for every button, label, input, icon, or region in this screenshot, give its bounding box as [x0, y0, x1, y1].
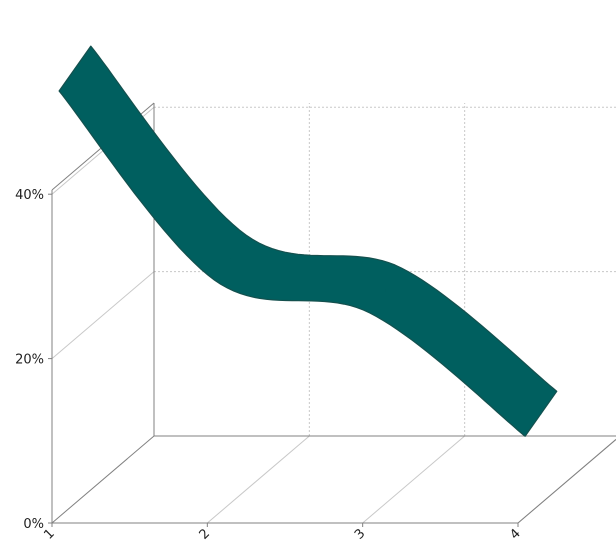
- floor-gridline: [362, 435, 465, 524]
- x-tick-label: 3: [352, 526, 368, 541]
- series-ribbon: [58, 45, 558, 437]
- x-tick-label: 1: [41, 526, 57, 541]
- data-point: [229, 257, 231, 259]
- data-point: [74, 67, 76, 70]
- x-tick-label: 2: [197, 526, 213, 541]
- data-point: [540, 413, 542, 415]
- side-wall-gridline: [51, 271, 155, 359]
- data-point: [385, 289, 387, 292]
- y-tick-label: 0%: [23, 517, 44, 532]
- ribbon-series: [58, 45, 558, 437]
- x-tick-label: 4: [507, 526, 523, 541]
- y-tick-label: 20%: [15, 353, 44, 368]
- axes-frame: [48, 102, 616, 527]
- y-tick-label: 40%: [15, 188, 44, 203]
- right-floor-edge: [517, 439, 616, 524]
- side-floor-edge: [51, 435, 155, 524]
- y-axis-tick-labels: 0% 20% 40%: [15, 188, 44, 532]
- floor-gridline: [207, 435, 310, 524]
- x-axis-tick-labels: 1 2 3 4: [41, 526, 523, 541]
